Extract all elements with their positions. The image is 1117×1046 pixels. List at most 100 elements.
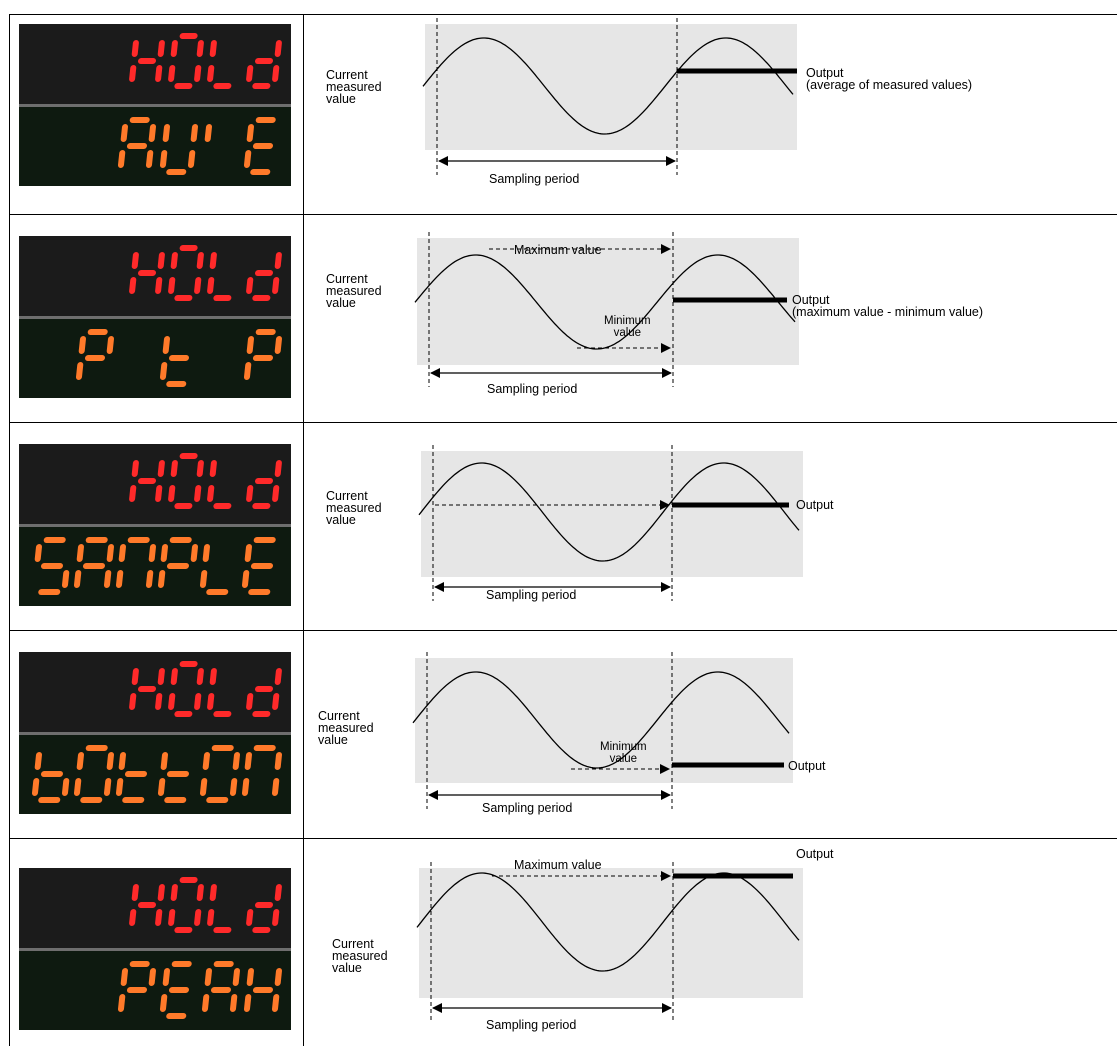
lcd-segment (209, 668, 217, 685)
lcd-segment (145, 150, 154, 168)
lcd-segment (194, 65, 202, 82)
lcd-segment (157, 778, 166, 796)
lcd-segment (170, 252, 178, 269)
lcd-segment (196, 252, 204, 269)
lcd-segment (159, 994, 168, 1012)
arrow-head (660, 764, 670, 774)
lcd-segment (274, 252, 282, 269)
lcd-segment (170, 884, 178, 901)
lcd-segment (274, 968, 283, 986)
lcd-segment (115, 570, 124, 588)
maximum-value-label: Maximum value (514, 243, 602, 257)
lcd-display (19, 24, 291, 186)
lcd-segment (209, 884, 217, 901)
lcd-segment (129, 65, 137, 82)
lcd-display (19, 652, 291, 814)
lcd-segment (106, 336, 115, 354)
lcd-segment (159, 362, 168, 380)
lcd-segment (246, 968, 255, 986)
lcd-segment (274, 40, 282, 57)
lcd-segment (196, 40, 204, 57)
lcd-segment (162, 968, 171, 986)
lcd-segment (120, 124, 129, 142)
table-column-divider (303, 14, 304, 1046)
waveform-diagram (414, 232, 799, 387)
lcd-segment (170, 40, 178, 57)
waveform-diagram (412, 652, 793, 809)
measured-waveform (422, 37, 794, 135)
lcd-segment (204, 968, 213, 986)
arrow-head (438, 156, 448, 166)
lcd-segment (157, 460, 165, 477)
lcd-segment (194, 485, 202, 502)
lcd-segment (129, 693, 137, 710)
lcd-segment (131, 460, 139, 477)
lcd-segment (61, 778, 70, 796)
lcd-segments (75, 245, 283, 387)
lcd-display (19, 444, 291, 606)
arrow-head (661, 244, 671, 254)
lcd-segment (243, 150, 252, 168)
waveform-diagram (418, 445, 803, 601)
output-label: Output (maximum value - minimum value) (792, 293, 984, 319)
lcd-segment (129, 277, 137, 294)
sampling-panel (415, 658, 793, 783)
lcd-segment (148, 124, 157, 142)
waveform-diagram (422, 18, 797, 175)
lcd-segment (148, 968, 157, 986)
sampling-period-label: Sampling period (482, 801, 573, 815)
lcd-segment (207, 693, 215, 710)
arrow-head (662, 368, 672, 378)
table-left-border (9, 14, 10, 1046)
lcd-segment (157, 40, 165, 57)
lcd-segment (199, 570, 208, 588)
lcd-segment (207, 65, 215, 82)
lcd-segment (61, 570, 70, 588)
output-label: Output (788, 759, 826, 773)
lcd-segment (155, 909, 163, 926)
lcd-segments (34, 453, 282, 595)
lcd-segment (246, 693, 254, 710)
lcd-segment (73, 570, 82, 588)
lcd-segment (157, 252, 165, 269)
sampling-period-label: Sampling period (486, 588, 577, 602)
lcd-segment (272, 909, 280, 926)
lcd-segment (115, 778, 124, 796)
lcd-segment (170, 668, 178, 685)
lcd-segment (271, 994, 280, 1012)
output-label: Output (average of measured values) (806, 66, 973, 92)
lcd-segment (229, 778, 238, 796)
maximum-value-label: Maximum value (514, 858, 602, 872)
current-measured-value-label: Current measured value (326, 489, 382, 527)
arrow-head (432, 1003, 442, 1013)
lcd-segment (131, 40, 139, 57)
lcd-segment (106, 544, 115, 562)
lcd-segment (76, 752, 85, 770)
sampling-period-label: Sampling period (487, 382, 578, 396)
lcd-segment (202, 544, 211, 562)
lcd-segment (148, 544, 157, 562)
lcd-segment (117, 150, 126, 168)
lcd-segment (168, 485, 176, 502)
lcd-segment (131, 668, 139, 685)
lcd-segment (229, 994, 238, 1012)
lcd-segment (120, 968, 129, 986)
lcd-segment (117, 994, 126, 1012)
lcd-segment (246, 65, 254, 82)
lcd-segment (232, 968, 241, 986)
lcd-segment (168, 277, 176, 294)
lcd-segments (117, 33, 282, 175)
lcd-segment (131, 884, 139, 901)
lcd-segment (274, 752, 283, 770)
lcd-segment (129, 909, 137, 926)
arrow-head (428, 790, 438, 800)
lcd-segment (159, 150, 168, 168)
lcd-segment (118, 752, 127, 770)
sampling-panel (425, 24, 797, 150)
lcd-segment (196, 460, 204, 477)
arrow-head (661, 343, 671, 353)
lcd-segment (207, 909, 215, 926)
output-label: Output (796, 847, 834, 861)
lcd-segment (244, 752, 253, 770)
lcd-segment (73, 778, 82, 796)
